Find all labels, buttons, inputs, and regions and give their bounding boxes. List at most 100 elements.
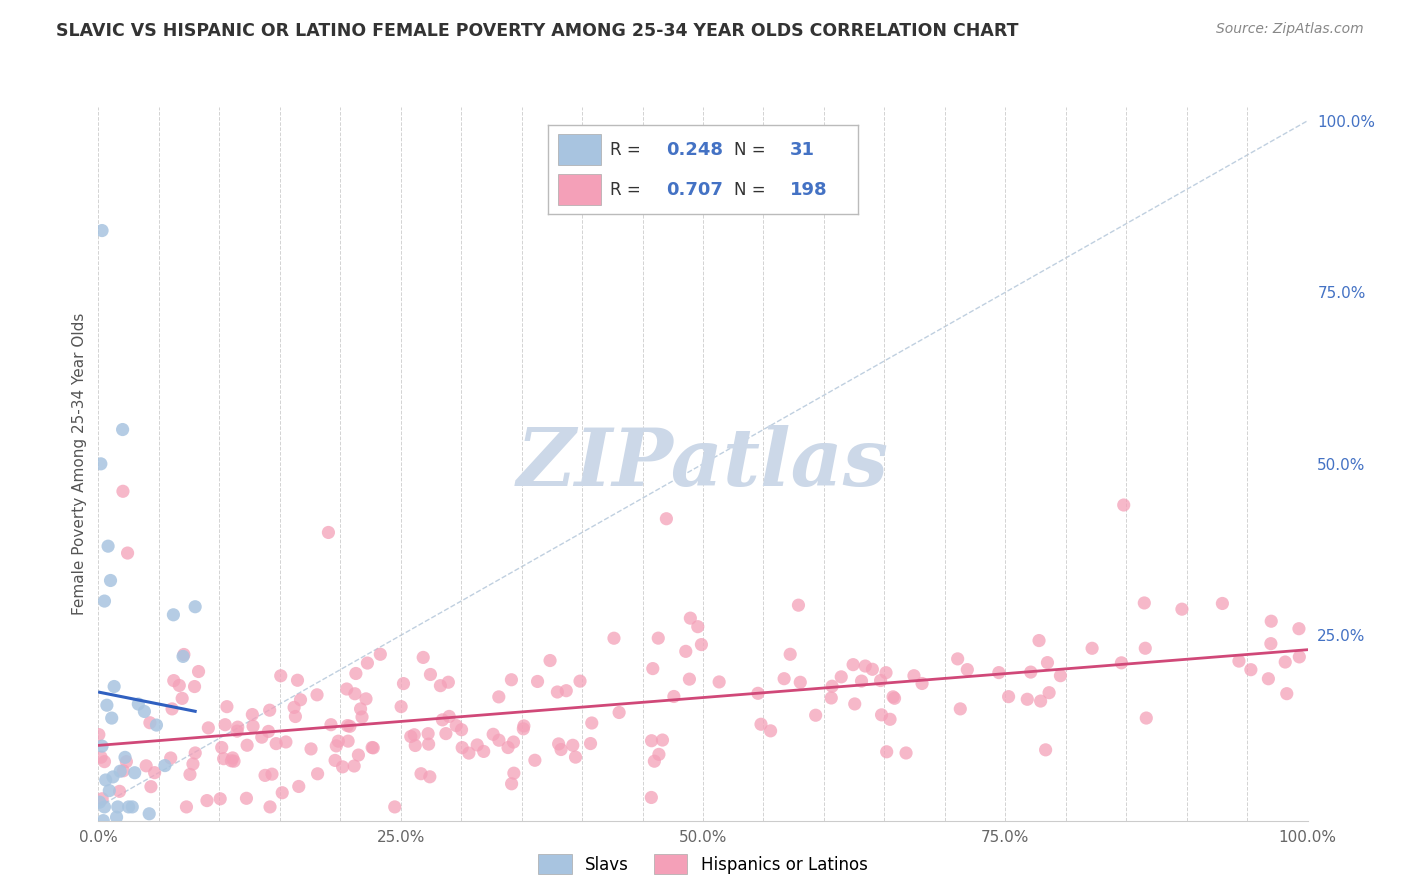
Point (1112, 498, 1135, 512)
Point (143, 765, 166, 780)
Point (987, 665, 1010, 680)
Point (523, 753, 546, 767)
Point (876, 745, 898, 759)
Point (350, 710, 373, 724)
Point (117, 546, 139, 560)
Point (240, 707, 263, 722)
Point (844, 697, 866, 711)
Point (997, 690, 1019, 704)
Point (1211, 597, 1233, 611)
Point (96, 698, 118, 713)
Point (115, 755, 138, 769)
Text: Source: ZipAtlas.com: Source: ZipAtlas.com (1216, 22, 1364, 37)
Point (418, 737, 440, 751)
Point (254, 768, 277, 782)
Point (111, 423, 134, 437)
Point (108, 764, 131, 779)
Point (287, 673, 309, 688)
Point (118, 800, 141, 814)
Point (607, 706, 630, 720)
Point (640, 790, 662, 805)
Legend: Slavs, Hispanics or Latinos: Slavs, Hispanics or Latinos (529, 845, 877, 884)
Point (89, 795, 111, 809)
Point (336, 681, 359, 696)
Point (325, 739, 347, 753)
Point (91, 791, 114, 805)
Point (124, 765, 146, 780)
Point (169, 678, 191, 692)
Point (789, 675, 811, 690)
Point (343, 687, 366, 701)
Point (257, 724, 280, 739)
Point (91, 814, 114, 828)
Point (172, 649, 194, 664)
Point (176, 800, 198, 814)
Point (903, 669, 925, 683)
Point (429, 679, 451, 693)
Point (538, 654, 561, 668)
Point (550, 742, 572, 756)
Point (1171, 602, 1194, 616)
Point (502, 766, 524, 780)
Point (114, 750, 136, 764)
Point (1135, 641, 1157, 656)
Point (894, 746, 917, 760)
Point (404, 739, 426, 753)
Y-axis label: Female Poverty Among 25-34 Year Olds: Female Poverty Among 25-34 Year Olds (72, 313, 87, 615)
Point (283, 700, 305, 714)
Point (108, 784, 131, 798)
Point (419, 770, 441, 784)
Point (444, 718, 467, 732)
Point (91, 223, 114, 237)
Point (139, 780, 162, 794)
Point (759, 723, 782, 738)
Point (419, 667, 441, 681)
Point (883, 691, 905, 706)
Point (488, 733, 510, 747)
Point (648, 747, 671, 762)
Point (270, 669, 292, 683)
Point (179, 767, 201, 781)
Text: 0.248: 0.248 (666, 141, 723, 159)
Point (259, 800, 281, 814)
Point (93, 594, 115, 608)
Point (214, 717, 236, 731)
Point (337, 734, 360, 748)
Point (679, 611, 702, 625)
Point (787, 598, 810, 612)
Point (579, 737, 602, 751)
Point (187, 665, 209, 679)
Point (138, 806, 160, 821)
Point (323, 753, 346, 767)
Point (93, 755, 115, 769)
Point (842, 657, 865, 672)
Point (457, 746, 479, 760)
Point (1257, 672, 1279, 686)
Point (339, 719, 361, 733)
Point (328, 734, 350, 748)
Point (1038, 686, 1060, 700)
Point (675, 644, 697, 658)
Text: ZIPatlas: ZIPatlas (517, 425, 889, 502)
Point (93, 800, 115, 814)
Point (368, 648, 391, 662)
Point (409, 766, 432, 780)
Point (209, 792, 232, 806)
Point (307, 766, 329, 780)
Point (412, 650, 434, 665)
Point (1017, 692, 1039, 706)
Point (501, 777, 523, 791)
Point (821, 679, 844, 693)
Point (153, 758, 176, 772)
Point (860, 662, 883, 676)
Point (121, 800, 143, 814)
Point (181, 756, 204, 771)
Point (465, 738, 488, 752)
Point (640, 733, 662, 747)
Point (101, 770, 124, 784)
Point (437, 709, 460, 723)
Text: 31: 31 (790, 141, 814, 159)
Point (354, 691, 377, 706)
Point (221, 754, 243, 768)
Point (1275, 687, 1298, 701)
